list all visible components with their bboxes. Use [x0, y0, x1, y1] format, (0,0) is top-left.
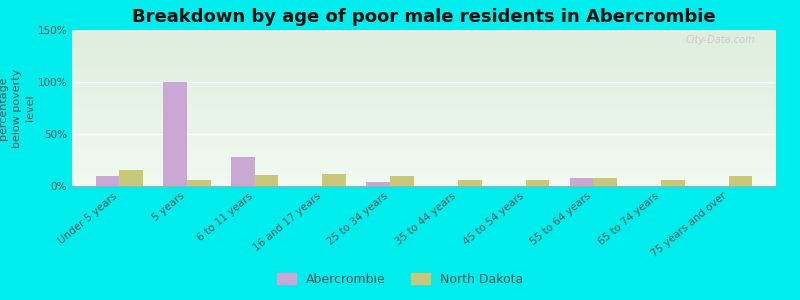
Legend: Abercrombie, North Dakota: Abercrombie, North Dakota [272, 268, 528, 291]
Bar [187, 180, 210, 186]
Bar [254, 175, 278, 186]
Bar [661, 180, 685, 186]
Y-axis label: percentage
below poverty
level: percentage below poverty level [0, 68, 34, 148]
Bar [594, 178, 617, 186]
Bar [231, 157, 254, 186]
Bar [729, 176, 752, 186]
Bar [526, 180, 550, 186]
Bar [163, 82, 187, 186]
Bar [119, 170, 143, 186]
Title: Breakdown by age of poor male residents in Abercrombie: Breakdown by age of poor male residents … [132, 8, 716, 26]
Text: City-Data.com: City-Data.com [686, 35, 755, 45]
Bar [322, 173, 346, 186]
Bar [96, 176, 119, 186]
Bar [390, 176, 414, 186]
Bar [366, 182, 390, 186]
Bar [570, 178, 594, 186]
Bar [458, 180, 482, 186]
